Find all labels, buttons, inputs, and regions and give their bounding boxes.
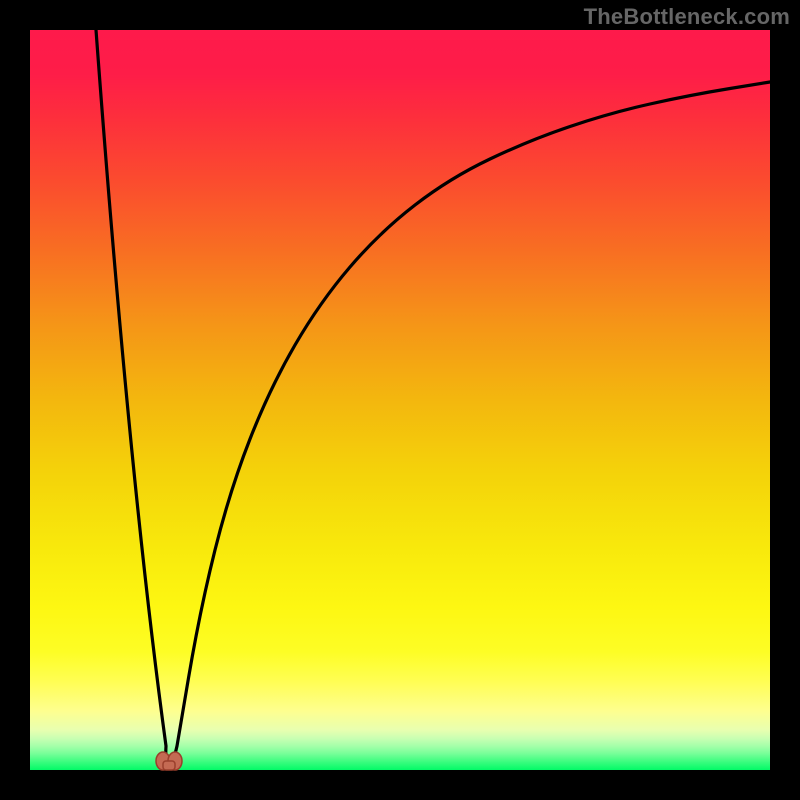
- chart-plot-area: [30, 30, 770, 770]
- watermark-text: TheBottleneck.com: [584, 4, 790, 30]
- chart-container: TheBottleneck.com: [0, 0, 800, 800]
- bottleneck-curve-chart: [0, 0, 800, 800]
